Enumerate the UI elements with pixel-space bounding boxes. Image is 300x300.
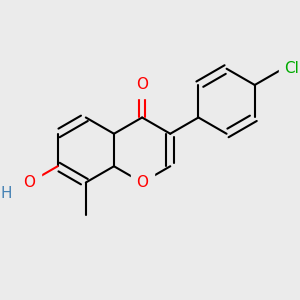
Text: H: H (1, 186, 12, 201)
Text: Cl: Cl (284, 61, 299, 76)
Text: O: O (136, 77, 148, 92)
Text: O: O (23, 175, 35, 190)
Text: O: O (136, 175, 148, 190)
